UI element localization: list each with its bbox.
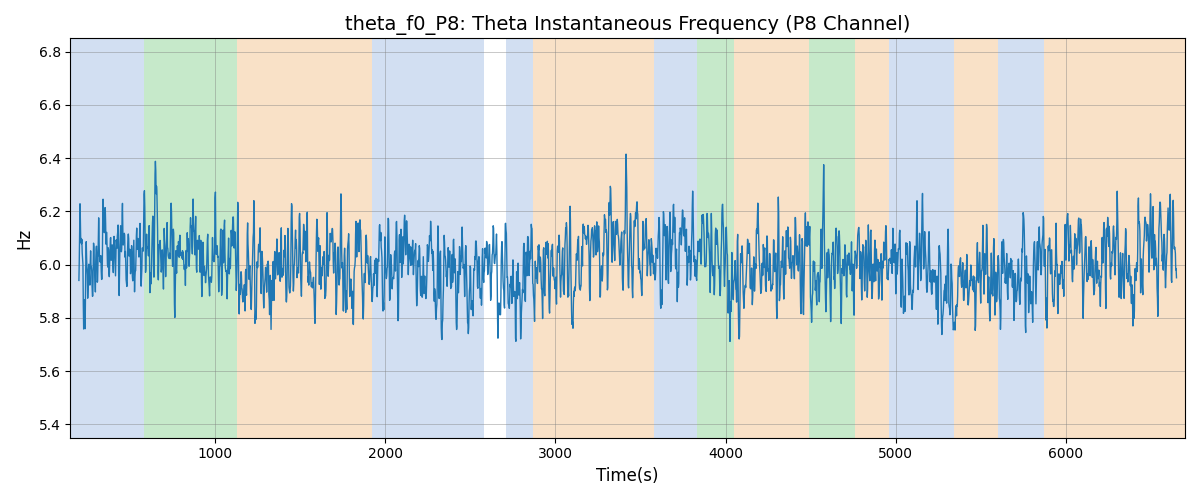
Bar [372,38,484,438]
Bar [238,38,372,438]
Bar [854,38,889,438]
Bar [144,38,238,438]
Bar [998,38,1044,438]
X-axis label: Time(s): Time(s) [596,467,659,485]
Bar [686,38,697,438]
Bar [734,38,809,438]
Bar [71,38,144,438]
Bar [654,38,686,438]
Bar [533,38,654,438]
Bar [889,38,954,438]
Bar [954,38,998,438]
Y-axis label: Hz: Hz [14,228,32,248]
Bar [1044,38,1186,438]
Bar [506,38,533,438]
Bar [809,38,854,438]
Bar [697,38,734,438]
Title: theta_f0_P8: Theta Instantaneous Frequency (P8 Channel): theta_f0_P8: Theta Instantaneous Frequen… [346,15,911,35]
